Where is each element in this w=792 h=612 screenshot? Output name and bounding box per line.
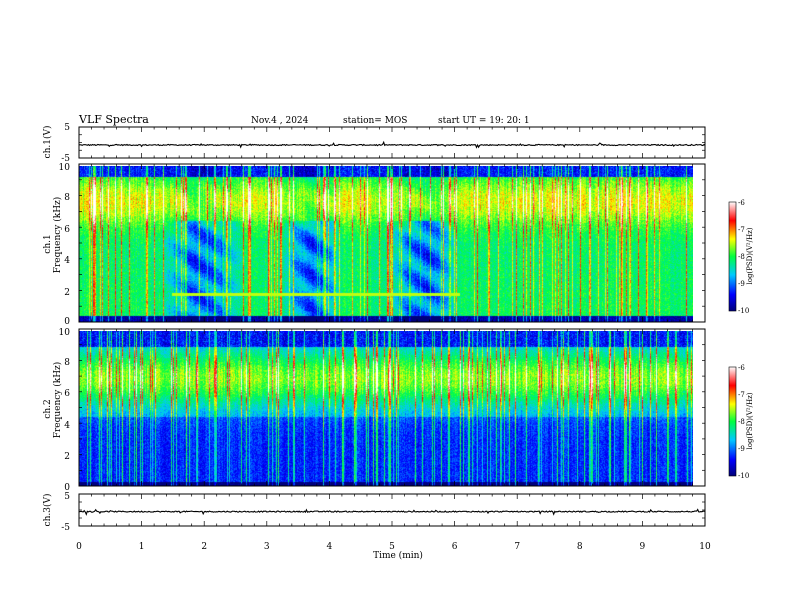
x-tick-label-0: 0: [76, 542, 82, 552]
ch1-cb-tick-m8: -8: [738, 253, 745, 261]
ch1-cb-tick-m10: -10: [738, 307, 749, 315]
ch1-frequency-label: Frequency (kHz): [52, 197, 63, 274]
ch1-colorbar: [728, 201, 737, 312]
ch2-cb-tick-m6: -6: [738, 364, 745, 372]
x-tick-label-2: 2: [201, 542, 207, 552]
x-tick-label-6: 6: [452, 542, 458, 552]
figure-title: VLF Spectra: [78, 113, 149, 126]
ch3-waveform-ylabel: ch.3(V): [42, 494, 53, 527]
x-tick-label-10: 10: [699, 542, 711, 552]
ch1-spectrogram-panel: 0 2 4 6 8 10 ch.1 Frequency (kHz) -6 -7 …: [43, 163, 754, 327]
ch3-waveform-trace: [78, 508, 706, 516]
x-tick-label-4: 4: [327, 542, 333, 552]
x-tick-label-7: 7: [514, 542, 520, 552]
ch2-cb-tick-m8: -8: [738, 418, 745, 426]
ch2-spec-ytick-6: 6: [64, 389, 70, 399]
ch1-spec-ytick-10: 10: [59, 163, 71, 173]
x-tick-label-5: 5: [389, 542, 395, 552]
ch1-waveform-panel: 5 -5 ch.1(V): [42, 123, 706, 164]
ch1-waveform-ylabel: ch.1(V): [42, 126, 53, 159]
ch1-cb-tick-m9: -9: [738, 280, 745, 288]
ch1-spec-ytick-8: 8: [64, 193, 70, 203]
ch2-spectrogram-panel: 0 2 4 6 8 10 ch.2 Frequency (kHz) -6 -7 …: [43, 328, 754, 493]
ch1-spec-ytick-6: 6: [64, 225, 70, 235]
ch2-channel-label: ch.2: [43, 399, 53, 418]
ch2-spec-ytick-10: 10: [59, 328, 71, 338]
x-tick-label-3: 3: [264, 542, 270, 552]
ch1-spec-ytick-2: 2: [64, 288, 70, 298]
ch1-spec-ytick-4: 4: [64, 256, 70, 266]
ch1-colorbar-label: log(PSD)(V²/Hz): [746, 227, 754, 284]
ch1-cb-tick-m6: -6: [738, 199, 745, 207]
ch2-cb-tick-m7: -7: [738, 391, 745, 399]
ch2-spec-ytick-8: 8: [64, 358, 70, 368]
start-time-label: start UT = 19: 20: 1: [438, 116, 530, 126]
x-tick-label-9: 9: [640, 542, 646, 552]
x-tick-label-8: 8: [577, 542, 583, 552]
ch2-spectrogram-image: [79, 331, 693, 486]
ch2-frequency-label: Frequency (kHz): [52, 362, 63, 439]
ch1-ytick-bottom: -5: [61, 154, 70, 164]
ch1-cb-tick-m7: -7: [738, 226, 745, 234]
ch1-channel-label: ch.1: [43, 234, 53, 253]
ch1-spec-ytick-0: 0: [64, 317, 70, 327]
x-axis-label: Time (min): [373, 550, 423, 561]
x-axis-tick-labels: 0 1 2 3 4 5 6 7 8 9 10: [76, 542, 711, 552]
ch2-cb-tick-m9: -9: [738, 445, 745, 453]
ch2-spec-ytick-0: 0: [64, 483, 70, 493]
ch1-spectrogram-image: [79, 166, 693, 322]
ch3-ytick-top: 5: [64, 492, 70, 502]
ch3-ytick-bottom: -5: [61, 523, 70, 533]
ch2-colorbar: [728, 366, 737, 477]
x-tick-label-1: 1: [139, 542, 145, 552]
ch2-colorbar-label: log(PSD)(V²/Hz): [746, 392, 754, 449]
ch3-waveform-panel: 5 -5 ch.3(V): [42, 492, 706, 533]
ch2-cb-tick-m10: -10: [738, 472, 749, 480]
date-label: Nov.4 , 2024: [251, 116, 309, 126]
ch2-spec-ytick-2: 2: [64, 452, 70, 462]
ch2-spec-ytick-4: 4: [64, 421, 70, 431]
ch1-ytick-top: 5: [64, 123, 70, 133]
station-label: station= MOS: [343, 116, 407, 126]
ch1-waveform-trace: [78, 140, 706, 149]
